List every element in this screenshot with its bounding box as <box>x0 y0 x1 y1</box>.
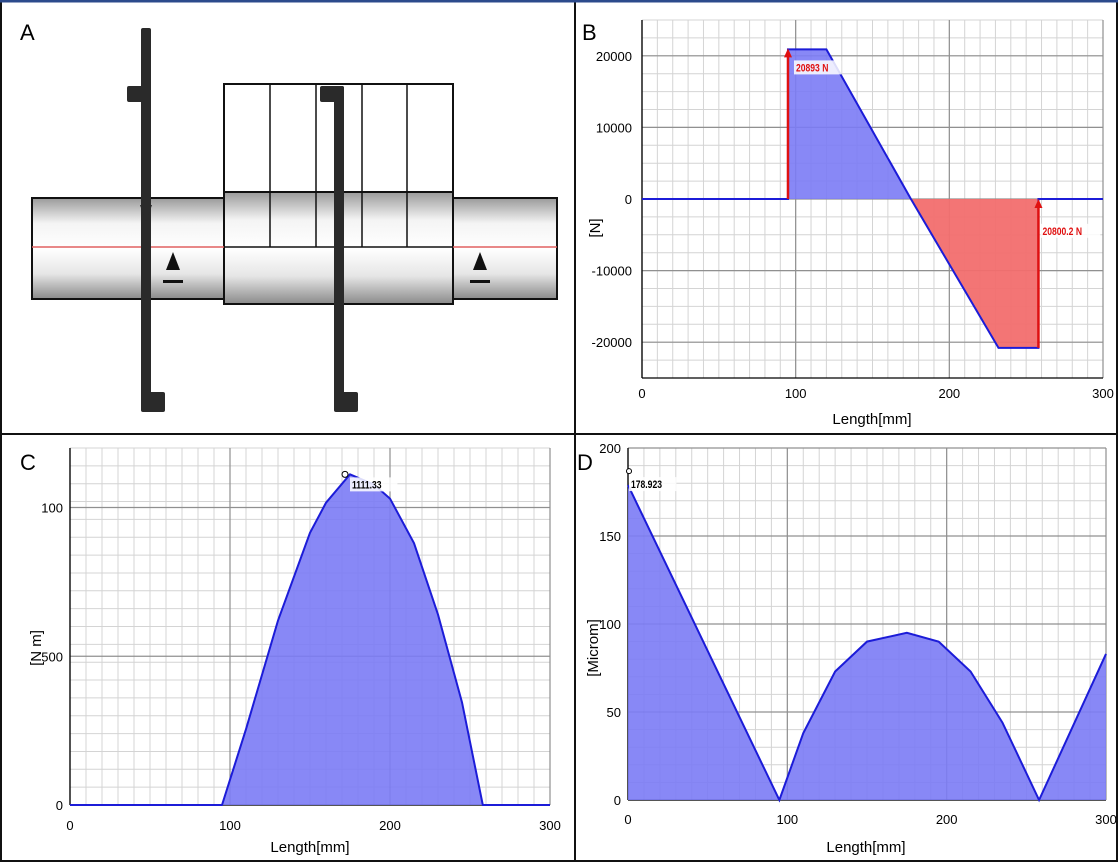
annotation-label: 20893 N <box>796 62 828 74</box>
max-marker <box>626 468 632 475</box>
x-tick-label: 0 <box>624 812 631 827</box>
y-tick-label: 50 <box>607 705 621 720</box>
panel-label-a: A <box>20 20 35 45</box>
annotation-bg <box>793 60 842 75</box>
x-tick-label: 200 <box>379 818 401 833</box>
annotation-bg <box>350 477 398 492</box>
shaft-left-segment <box>31 197 225 300</box>
annotation-label: 20800.2 N <box>1042 226 1082 238</box>
y-tick-label: 0 <box>614 793 621 808</box>
y-tick-label: 100 <box>41 501 63 516</box>
y-tick-label: 10000 <box>596 120 632 135</box>
bearing-left-icon <box>163 252 183 283</box>
panel-a-shaft-diagram <box>31 28 558 412</box>
support-left <box>127 28 165 412</box>
bearing-right-icon <box>470 252 490 283</box>
peak-marker <box>341 470 349 478</box>
x-tick-label: 200 <box>936 812 958 827</box>
y-tick-label: 20000 <box>596 49 632 64</box>
y-tick-label: 100 <box>599 617 621 632</box>
reaction-arrowhead-left <box>783 48 792 58</box>
annotation-label: 1111.33 <box>352 479 382 491</box>
y-tick-label: -10000 <box>592 264 632 279</box>
x-axis-title: Length[mm] <box>270 839 349 856</box>
annotation-bg <box>629 477 677 492</box>
x-tick-label: 0 <box>66 818 73 833</box>
y-axis-title: [N m] <box>28 630 45 666</box>
y-tick-label: 200 <box>599 441 621 456</box>
shear-positive-area <box>787 49 911 199</box>
panel-label-d: D <box>577 450 593 475</box>
y-tick-label: 150 <box>599 529 621 544</box>
y-tick-label: 500 <box>41 649 63 664</box>
x-axis-title: Length[mm] <box>826 839 905 856</box>
x-tick-label: 100 <box>219 818 241 833</box>
c-series-area <box>70 474 550 805</box>
x-tick-label: 0 <box>638 386 645 401</box>
panel-label-b: B <box>582 20 597 45</box>
y-tick-label: 0 <box>56 798 63 813</box>
y-tick-label: -20000 <box>592 335 632 350</box>
y-tick-label: 0 <box>625 192 632 207</box>
y-axis-title: [N] <box>587 218 604 237</box>
x-tick-label: 100 <box>776 812 798 827</box>
x-tick-label: 100 <box>785 386 807 401</box>
panel-d-deflection-chart: 178.923 0 100 200 300 200 150 100 50 0 Length[mm] [… <box>585 441 1117 856</box>
x-axis-title: Length[mm] <box>832 411 911 428</box>
d-series-line <box>627 484 1107 803</box>
reaction-arrowhead-right <box>1034 199 1043 208</box>
x-tick-label: 300 <box>539 818 561 833</box>
shear-negative-area <box>910 199 1039 348</box>
annotation-bg <box>1040 223 1101 238</box>
support-right <box>320 86 358 412</box>
annotation-label: 178.923 <box>631 479 662 491</box>
x-tick-label: 300 <box>1095 812 1117 827</box>
panel-label-c: C <box>20 450 36 475</box>
x-tick-label: 300 <box>1092 386 1114 401</box>
x-tick-label: 200 <box>938 386 960 401</box>
y-axis-title: [Microm] <box>585 619 602 677</box>
panel-b-shear-force-chart: 20893 N 20800.2 N 0 100 200 300 20000 10000 0 -10… <box>587 19 1114 428</box>
shaft-right-segment <box>452 197 558 300</box>
panel-c-bending-moment-chart: 1111.33 0 100 200 300 100 500 0 Length[mm] [N m] <box>28 447 561 856</box>
